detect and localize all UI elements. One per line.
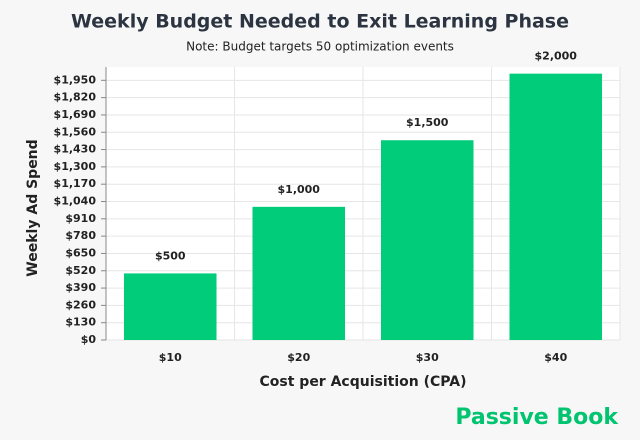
y-tick-label: $1,560: [54, 125, 97, 138]
y-tick-label: $780: [65, 229, 96, 242]
y-tick-label: $1,430: [54, 143, 97, 156]
bar: [123, 273, 217, 340]
x-axis-label: Cost per Acquisition (CPA): [260, 374, 467, 390]
y-tick-label: $1,170: [54, 177, 97, 190]
y-tick-label: $1,040: [54, 195, 97, 208]
y-tick-label: $260: [65, 298, 96, 311]
value-label: $1,000: [278, 183, 321, 196]
bar: [509, 73, 603, 340]
y-tick-label: $0: [81, 333, 97, 346]
y-tick-label: $130: [65, 316, 96, 329]
y-tick-label: $650: [65, 246, 96, 259]
y-tick-label: $1,690: [54, 108, 97, 121]
y-tick-label: $390: [65, 281, 96, 294]
y-tick-label: $1,950: [54, 73, 97, 86]
y-tick-label: $1,820: [54, 91, 97, 104]
watermark: Passive Book: [455, 405, 619, 430]
y-axis-label: Weekly Ad Spend: [25, 139, 41, 276]
bar: [380, 140, 474, 340]
value-label: $2,000: [535, 50, 578, 63]
x-tick-label: $30: [416, 351, 439, 364]
value-label: $1,500: [406, 116, 449, 129]
chart-title: Weekly Budget Needed to Exit Learning Ph…: [71, 11, 569, 33]
x-tick-label: $40: [544, 351, 567, 364]
bar: [252, 206, 346, 340]
value-label: $500: [155, 249, 186, 262]
x-tick-label: $20: [287, 351, 310, 364]
chart-subtitle: Note: Budget targets 50 optimization eve…: [186, 40, 454, 54]
y-tick-label: $520: [65, 264, 96, 277]
x-tick-label: $10: [159, 351, 182, 364]
y-tick-label: $910: [65, 212, 96, 225]
y-tick-label: $1,300: [54, 160, 97, 173]
